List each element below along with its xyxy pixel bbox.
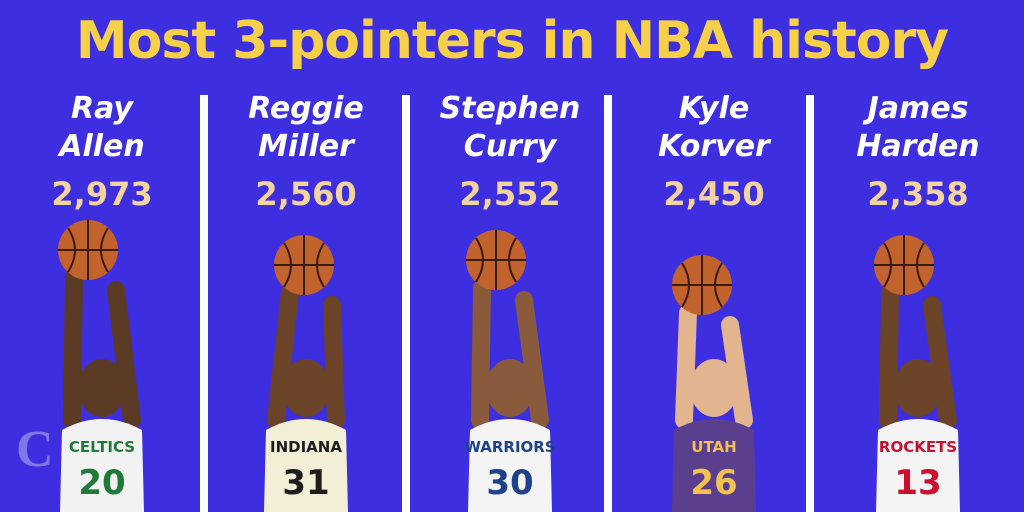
player-jersey	[60, 419, 144, 512]
player-head	[78, 359, 126, 417]
jersey-number: 13	[894, 463, 941, 503]
basketball-seams	[274, 235, 334, 295]
player-jersey	[876, 419, 960, 512]
jersey-number: 31	[282, 463, 329, 503]
player-arm-left	[63, 269, 83, 429]
basketball-curves	[283, 242, 325, 288]
player-arm-left	[675, 304, 697, 429]
column-kyle-korver: Kyle Korver 2,450 UTAH 26	[612, 90, 816, 512]
column-divider	[604, 95, 612, 512]
chart-title: Most 3-pointers in NBA history	[75, 11, 949, 71]
player-jersey	[672, 419, 756, 512]
jersey-number: 26	[690, 463, 737, 503]
basketball-curves	[67, 227, 109, 273]
column-stephen-curry: Stephen Curry 2,552 WARRIORS 30	[408, 90, 612, 512]
player-name-last: Allen	[59, 129, 145, 164]
player-photo: WARRIORS 30	[464, 230, 556, 512]
player-name: Ray Allen	[0, 90, 204, 166]
value-label: 2,450	[663, 175, 765, 213]
player-photo: UTAH 26	[672, 255, 756, 512]
player-head	[282, 359, 330, 417]
basketball-curves	[681, 262, 723, 308]
column-reggie-miller: Reggie Miller 2,560 INDIANA 31	[204, 90, 408, 512]
jersey-number: 20	[78, 463, 125, 503]
player-name: Reggie Miller	[204, 90, 408, 166]
jersey-number: 30	[486, 463, 533, 503]
player-photo: CELTICS 20	[58, 220, 144, 512]
column-divider	[200, 95, 208, 512]
basketball-curves	[475, 237, 517, 283]
player-jersey	[468, 419, 552, 512]
value-label: 2,560	[255, 175, 357, 213]
player-arm-right	[923, 296, 957, 429]
player-arm-right	[107, 281, 141, 429]
player-name: Stephen Curry	[408, 90, 612, 166]
jersey-text: UTAH	[691, 438, 736, 456]
basketball-seams	[466, 230, 526, 290]
basketball-seams	[672, 255, 732, 315]
column-ray-allen: Ray Allen 2,973 CELTICS 20	[0, 90, 204, 512]
player-head	[894, 359, 942, 417]
player-name-last: Harden	[856, 129, 980, 164]
player-arm-right	[721, 316, 753, 429]
player-head	[486, 359, 534, 417]
jersey-text: CELTICS	[69, 438, 135, 456]
jersey-text: WARRIORS	[464, 438, 555, 456]
player-name-first: Ray	[71, 91, 133, 126]
player-arm-left	[471, 279, 491, 429]
jersey-text: INDIANA	[270, 438, 342, 456]
basketball-seams	[58, 220, 118, 280]
player-photo: INDIANA 31	[264, 235, 348, 512]
player-arm-left	[879, 284, 899, 429]
player-jersey	[264, 419, 348, 512]
column-divider	[402, 95, 410, 512]
value-label: 2,552	[459, 175, 561, 213]
player-head	[690, 359, 738, 417]
basketball-curves	[883, 242, 925, 288]
player-name: Kyle Korver	[612, 90, 816, 166]
value-label: 2,358	[867, 175, 969, 213]
player-columns: Ray Allen 2,973 CELTICS 20 Reggie Miller …	[0, 90, 1024, 512]
player-name-first: James	[867, 91, 969, 126]
player-name-first: Kyle	[678, 91, 750, 126]
player-photo: ROCKETS 13	[874, 235, 960, 512]
player-arm-right	[323, 296, 345, 429]
player-arm-left	[267, 284, 299, 429]
column-james-harden: James Harden 2,358 ROCKETS 13	[816, 90, 1020, 512]
column-divider	[806, 95, 814, 512]
value-label: 2,973	[51, 175, 153, 213]
player-name-last: Korver	[658, 129, 770, 164]
player-name-last: Miller	[258, 129, 354, 164]
player-name: James Harden	[816, 90, 1020, 166]
jersey-text: ROCKETS	[879, 438, 957, 456]
player-arm-right	[515, 291, 549, 429]
player-name-first: Reggie	[248, 91, 364, 126]
watermark-logo: C	[16, 421, 54, 478]
player-name-first: Stephen	[439, 91, 581, 126]
basketball-seams	[874, 235, 934, 295]
player-name-last: Curry	[463, 129, 557, 164]
